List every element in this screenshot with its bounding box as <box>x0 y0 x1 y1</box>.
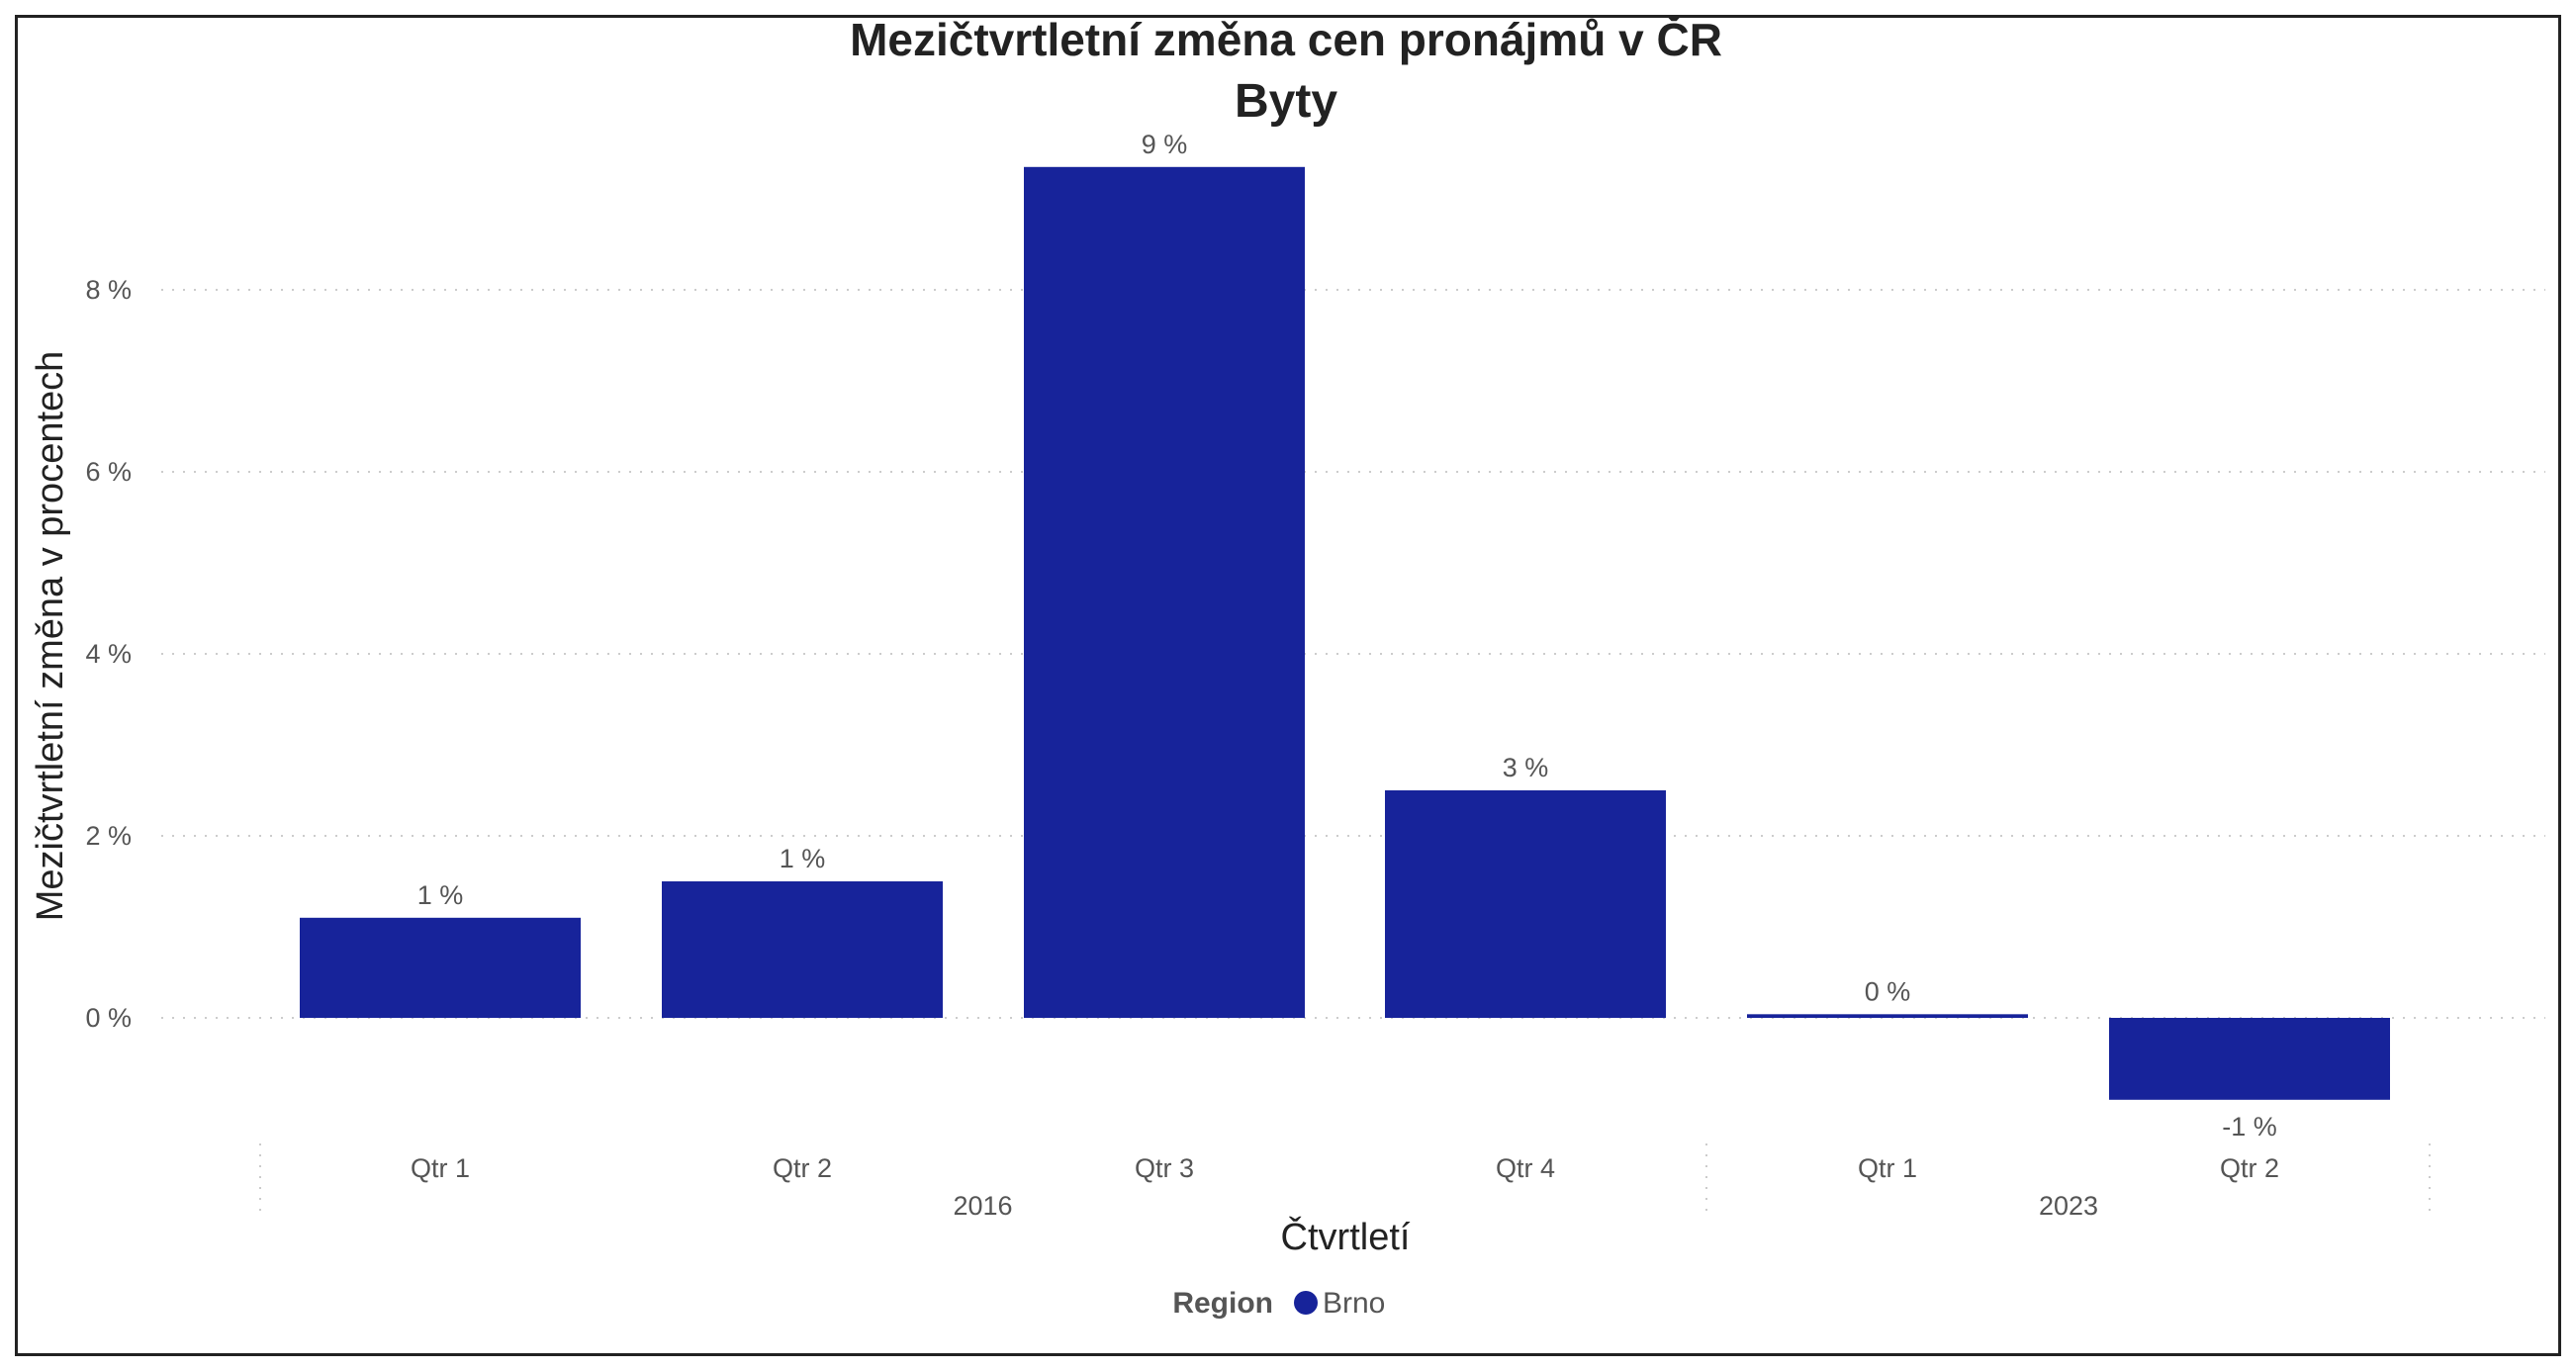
data-label: 3 % <box>1503 753 1549 782</box>
y-tick-label: 6 % <box>85 457 132 487</box>
bar <box>300 917 581 1018</box>
bar <box>1747 1014 2028 1018</box>
x-tick-label: Qtr 4 <box>1496 1153 1555 1183</box>
x-axis-title: Čtvrtletí <box>1281 1215 1411 1258</box>
data-label: 1 % <box>417 880 464 910</box>
x-tick-label: Qtr 2 <box>2220 1153 2279 1183</box>
bar <box>1385 790 1666 1018</box>
y-axis-title: Mezičtvrtletní změna v procentech <box>30 351 71 922</box>
grid-layer <box>161 289 2545 1019</box>
y-tick-label: 0 % <box>85 1003 132 1033</box>
bar-layer <box>300 166 2390 1100</box>
x-tick-label: Qtr 3 <box>1135 1153 1194 1183</box>
bar <box>662 881 943 1018</box>
x-tick-label: Qtr 1 <box>411 1153 470 1183</box>
legend-marker-brno <box>1294 1291 1318 1315</box>
y-axis-ticks: 0 % 2 % 4 % 6 % 8 % <box>85 275 132 1033</box>
y-tick-label: 4 % <box>85 639 132 669</box>
chart-frame: Mezičtvrtletní změna cen pronájmů v ČR B… <box>15 15 2561 1356</box>
data-label: 9 % <box>1142 130 1188 159</box>
data-label: 0 % <box>1865 976 1911 1006</box>
x-group-label: 2023 <box>2039 1191 2098 1221</box>
y-tick-label: 8 % <box>85 275 132 305</box>
x-axis-ticks: Qtr 1 Qtr 2 Qtr 3 Qtr 4 Qtr 1 Qtr 2 2016 2023 <box>259 1143 2431 1221</box>
data-label: -1 % <box>2222 1112 2277 1142</box>
chart-subtitle: Byty <box>1235 75 1337 128</box>
chart-svg: Mezičtvrtletní změna cen pronájmů v ČR B… <box>30 18 2545 1320</box>
chart-title: Mezičtvrtletní změna cen pronájmů v ČR <box>850 18 1722 65</box>
legend-item-brno: Brno <box>1323 1287 1385 1320</box>
bar <box>2109 1018 2390 1100</box>
legend: Region Brno <box>1172 1287 1385 1320</box>
x-tick-label: Qtr 1 <box>1858 1153 1917 1183</box>
legend-title: Region <box>1172 1287 1273 1320</box>
y-tick-label: 2 % <box>85 821 132 851</box>
bar <box>1024 166 1305 1019</box>
x-group-label: 2016 <box>953 1191 1012 1221</box>
x-tick-label: Qtr 2 <box>773 1153 832 1183</box>
data-label: 1 % <box>780 844 826 873</box>
data-label-layer: 1 % 1 % 9 % 3 % 0 % -1 % <box>417 130 2277 1142</box>
